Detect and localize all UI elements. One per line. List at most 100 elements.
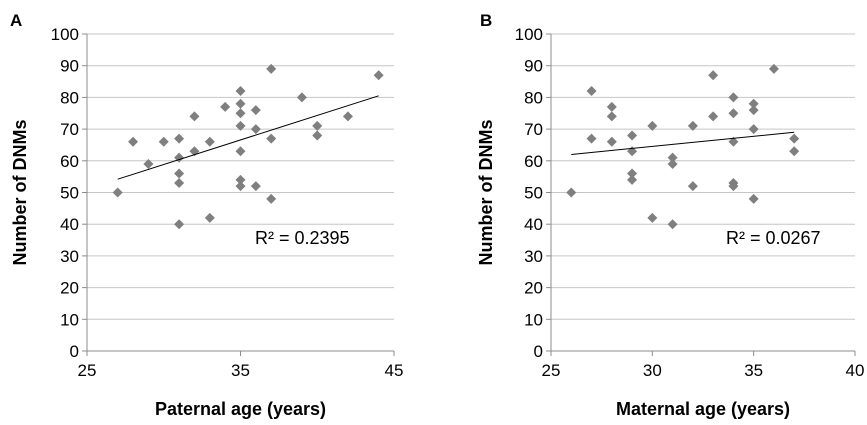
data-point xyxy=(708,111,719,122)
data-point xyxy=(566,187,577,198)
data-point xyxy=(768,63,779,74)
x-tick-label: 25 xyxy=(542,361,561,380)
y-tick-label: 100 xyxy=(515,25,543,44)
data-point xyxy=(627,174,638,185)
data-point xyxy=(728,108,739,119)
y-tick-label: 60 xyxy=(60,152,79,171)
data-point xyxy=(235,146,246,157)
y-tick-label: 90 xyxy=(524,57,543,76)
data-point xyxy=(174,219,185,230)
y-tick-label: 90 xyxy=(60,57,79,76)
data-point xyxy=(789,133,800,144)
x-axis-title: Maternal age (years) xyxy=(616,399,790,419)
data-point xyxy=(266,133,277,144)
r-squared-label: R² = 0.0267 xyxy=(726,228,821,248)
data-point xyxy=(708,70,719,81)
x-tick-label: 30 xyxy=(643,361,662,380)
data-point xyxy=(112,187,123,198)
data-point xyxy=(687,181,698,192)
data-point xyxy=(128,136,139,147)
y-tick-label: 70 xyxy=(524,120,543,139)
data-point xyxy=(143,158,154,169)
data-point xyxy=(266,193,277,204)
data-point xyxy=(174,177,185,188)
data-point xyxy=(220,101,231,112)
y-tick-label: 50 xyxy=(60,184,79,203)
y-tick-label: 50 xyxy=(524,184,543,203)
data-point xyxy=(606,111,617,122)
data-point xyxy=(667,158,678,169)
data-point xyxy=(235,86,246,97)
y-tick-label: 60 xyxy=(524,152,543,171)
data-point xyxy=(250,124,261,135)
panel-label: A xyxy=(10,11,22,30)
data-point xyxy=(204,136,215,147)
data-point xyxy=(748,193,759,204)
x-axis-title: Paternal age (years) xyxy=(155,399,326,419)
y-tick-label: 0 xyxy=(70,342,79,361)
y-tick-label: 10 xyxy=(60,310,79,329)
scatter-panel-a: A 0 10 20 30 40 50 60 70 80 90 100 25 35 45 Paternal ag… xyxy=(10,11,403,419)
data-point xyxy=(250,105,261,116)
data-point xyxy=(728,92,739,103)
y-tick-label: 80 xyxy=(524,88,543,107)
data-point xyxy=(250,181,261,192)
data-point xyxy=(189,111,200,122)
y-axis-title: Number of DNMs xyxy=(10,119,30,265)
data-point xyxy=(667,219,678,230)
y-tick-label: 20 xyxy=(524,279,543,298)
data-point xyxy=(627,130,638,141)
data-point xyxy=(667,152,678,163)
data-point xyxy=(687,120,698,131)
y-tick-label: 30 xyxy=(60,247,79,266)
trendline xyxy=(117,95,379,180)
x-tick-label: 35 xyxy=(744,361,763,380)
data-point xyxy=(235,181,246,192)
scatter-panel-b: B 0 10 20 30 40 50 60 70 80 90 100 25 30 35 40 Maternal … xyxy=(476,11,864,419)
data-point xyxy=(647,120,658,131)
data-point xyxy=(174,133,185,144)
data-point xyxy=(728,136,739,147)
y-tick-label: 30 xyxy=(524,247,543,266)
data-point xyxy=(586,133,597,144)
data-point xyxy=(748,105,759,116)
data-point xyxy=(158,136,169,147)
data-point xyxy=(235,108,246,119)
data-point xyxy=(647,212,658,223)
data-point xyxy=(373,70,384,81)
data-point xyxy=(748,124,759,135)
data-point xyxy=(235,174,246,185)
data-point xyxy=(296,92,307,103)
y-tick-label: 20 xyxy=(60,279,79,298)
data-point xyxy=(204,212,215,223)
panel-label: B xyxy=(480,11,492,30)
y-tick-label: 10 xyxy=(524,310,543,329)
data-point xyxy=(235,120,246,131)
data-point xyxy=(312,120,323,131)
trendline xyxy=(571,131,795,155)
x-tick-label: 40 xyxy=(846,361,865,380)
y-axis-title: Number of DNMs xyxy=(476,119,496,265)
y-tick-label: 0 xyxy=(534,342,543,361)
x-tick-label: 25 xyxy=(78,361,97,380)
x-tick-label: 35 xyxy=(231,361,250,380)
data-point xyxy=(789,146,800,157)
r-squared-label: R² = 0.2395 xyxy=(255,228,350,248)
x-tick-label: 45 xyxy=(385,361,404,380)
data-point xyxy=(606,136,617,147)
data-point xyxy=(627,168,638,179)
data-point xyxy=(342,111,353,122)
data-point xyxy=(586,86,597,97)
y-tick-label: 100 xyxy=(51,25,79,44)
y-tick-label: 40 xyxy=(60,215,79,234)
y-tick-label: 40 xyxy=(524,215,543,234)
data-point xyxy=(312,130,323,141)
data-point xyxy=(266,63,277,74)
y-tick-label: 80 xyxy=(60,88,79,107)
data-point xyxy=(748,98,759,109)
data-point xyxy=(728,181,739,192)
y-tick-label: 70 xyxy=(60,120,79,139)
data-point xyxy=(235,98,246,109)
data-point xyxy=(174,168,185,179)
